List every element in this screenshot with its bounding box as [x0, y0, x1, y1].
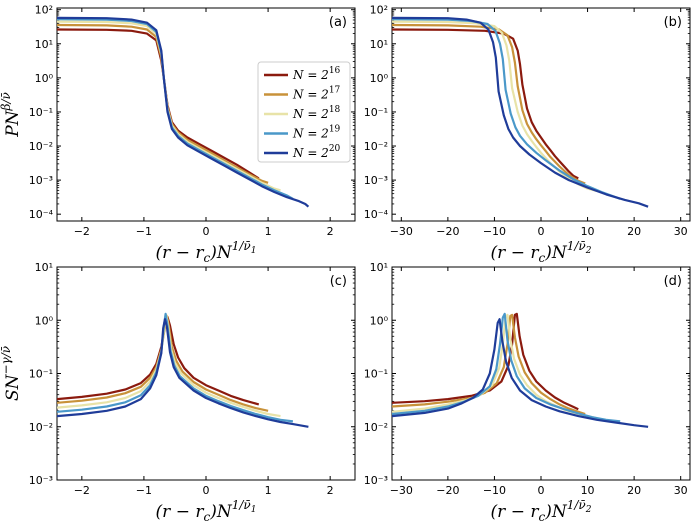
x-axis-c: −2 −1 0 1 2 — [74, 267, 334, 497]
y-tick-label: 10¹ — [370, 38, 388, 51]
x-tick-label: −30 — [390, 225, 413, 238]
x-tick-label: 0 — [203, 484, 210, 497]
series-line-a-1 — [57, 28, 260, 180]
x-tick-label: −10 — [483, 225, 506, 238]
x-axis-b: −30 −20 −10 0 10 20 30 — [390, 8, 688, 238]
series-line-d-1 — [392, 312, 579, 411]
y-axis-b: 10⁻⁴ 10⁻³ 10⁻² 10⁻¹ 10⁰ 10¹ 10² — [364, 4, 690, 221]
x-tick-label: 30 — [674, 225, 688, 238]
x-tick-label: −2 — [74, 225, 90, 238]
y-tick-label: 10⁻² — [29, 421, 53, 434]
y-tick-label: 10² — [35, 4, 53, 17]
plot-frame-d — [391, 266, 691, 481]
x-tick-label: 20 — [627, 225, 641, 238]
y-tick-label: 10¹ — [35, 38, 53, 51]
y-tick-label: 10⁰ — [370, 314, 389, 327]
y-tick-label: 10⁻² — [364, 421, 388, 434]
legend-entry-2: N = 217 — [292, 86, 341, 102]
series-group-d — [392, 312, 649, 428]
y-tick-label: 10⁻¹ — [29, 106, 53, 119]
series-line-d-5 — [392, 318, 649, 428]
x-tick-label: −2 — [74, 484, 90, 497]
x-tick-label: −10 — [483, 484, 506, 497]
y-tick-label: 10⁻³ — [29, 474, 53, 487]
x-tick-label: 0 — [538, 225, 545, 238]
panel-d: −30 −20 −10 0 10 20 30 10⁻³ 10⁻² 10⁻¹ 10⁰ 10¹ (d) (r … — [364, 261, 691, 522]
y-tick-label: 10⁻³ — [29, 174, 53, 187]
x-axis-a: −2 −1 0 1 2 — [74, 8, 334, 238]
series-line-b-3 — [392, 20, 598, 193]
panel-a: −2 −1 0 1 2 10⁻⁴ 10⁻³ 10⁻² 10⁻¹ 10⁰ 10¹ 10² (a) (r − … — [0, 4, 356, 265]
x-tick-label: 1 — [265, 225, 272, 238]
y-tick-label: 10⁰ — [35, 314, 54, 327]
series-group-b — [392, 16, 649, 208]
y-tick-label: 10¹ — [35, 261, 53, 274]
x-tick-label: 0 — [538, 484, 545, 497]
panel-label-c: (c) — [330, 274, 347, 289]
series-group-a — [57, 16, 310, 208]
x-axis-d: −30 −20 −10 0 10 20 30 — [390, 267, 688, 497]
x-tick-label: −1 — [136, 484, 152, 497]
legend-box — [257, 61, 351, 163]
x-tick-label: 2 — [327, 225, 334, 238]
series-line-b-5 — [392, 16, 649, 208]
x-tick-label: 2 — [327, 484, 334, 497]
legend-entry-4: N = 219 — [292, 125, 341, 141]
x-tick-label: 30 — [674, 484, 688, 497]
x-tick-label: −20 — [436, 225, 459, 238]
legend-entry-1: N = 216 — [292, 66, 341, 82]
y-tick-label: 10⁻³ — [364, 474, 388, 487]
y-tick-label: 10⁰ — [370, 72, 389, 85]
y-tick-label: 10⁻³ — [364, 174, 388, 187]
y-axis-label-a: PNβ/ν̄ — [0, 92, 23, 138]
plot-frame-c — [56, 266, 356, 481]
x-tick-label: −30 — [390, 484, 413, 497]
y-tick-label: 10⁻¹ — [29, 368, 53, 381]
y-axis-a: 10⁻⁴ 10⁻³ 10⁻² 10⁻¹ 10⁰ 10¹ 10² — [29, 4, 355, 221]
x-tick-label: 20 — [627, 484, 641, 497]
series-line-b-4 — [392, 18, 621, 200]
series-line-c-5 — [57, 318, 309, 428]
x-tick-label: 1 — [265, 484, 272, 497]
y-tick-label: 10⁻¹ — [364, 368, 388, 381]
panel-b: −30 −20 −10 0 10 20 3010⁻⁴10⁻³10⁻²10⁻¹10⁰10¹10… — [364, 4, 691, 265]
series-line-b-2 — [392, 23, 586, 185]
series-line-a-5 — [57, 16, 310, 208]
series-line-a-2 — [57, 23, 269, 184]
x-tick-label: −20 — [436, 484, 459, 497]
x-tick-label: 0 — [203, 225, 210, 238]
y-tick-label: 10⁻⁴ — [364, 208, 389, 221]
y-tick-label: 10⁻⁴ — [29, 208, 54, 221]
x-axis-label-d: (r − rc)N1/ν̄2 — [491, 498, 592, 522]
x-axis-label-a: (r − rc)N1/ν̄1 — [156, 239, 257, 265]
legend-entry-5: N = 220 — [292, 144, 341, 160]
y-axis-c: 10⁻³ 10⁻² 10⁻¹ 10⁰ 10¹ — [29, 261, 355, 487]
y-tick-label: 10⁰ — [35, 72, 54, 85]
x-tick-label: 10 — [581, 484, 595, 497]
y-tick-label: 10⁻² — [29, 140, 53, 153]
panel-c: −2 −1 0 1 2 10⁻³ 10⁻² 10⁻¹ 10⁰ 10¹ (c) (r − rc)N1/ν… — [0, 261, 356, 522]
plot-frame-b — [391, 7, 691, 222]
x-tick-label: 10 — [581, 225, 595, 238]
series-group-c — [57, 312, 309, 428]
panel-label-d: (d) — [664, 274, 682, 289]
x-axis-label-c: (r − rc)N1/ν̄1 — [156, 498, 257, 522]
y-tick-label: 10² — [370, 4, 388, 17]
panel-label-b: (b) — [664, 15, 682, 30]
x-tick-label: −1 — [136, 225, 152, 238]
y-axis-label-c: SN−γ/ν̄ — [0, 346, 23, 401]
legend-entry-3: N = 218 — [292, 105, 341, 121]
y-tick-label: 10¹ — [370, 261, 388, 274]
legend: N = 216 N = 217 N = 218 N = 219 N = 220 — [257, 61, 351, 163]
y-tick-label: 10⁻² — [364, 140, 388, 153]
x-axis-label-b: (r − rc)N1/ν̄2 — [491, 239, 592, 265]
y-tick-label: 10⁻¹ — [364, 106, 388, 119]
panel-label-a: (a) — [329, 15, 347, 30]
